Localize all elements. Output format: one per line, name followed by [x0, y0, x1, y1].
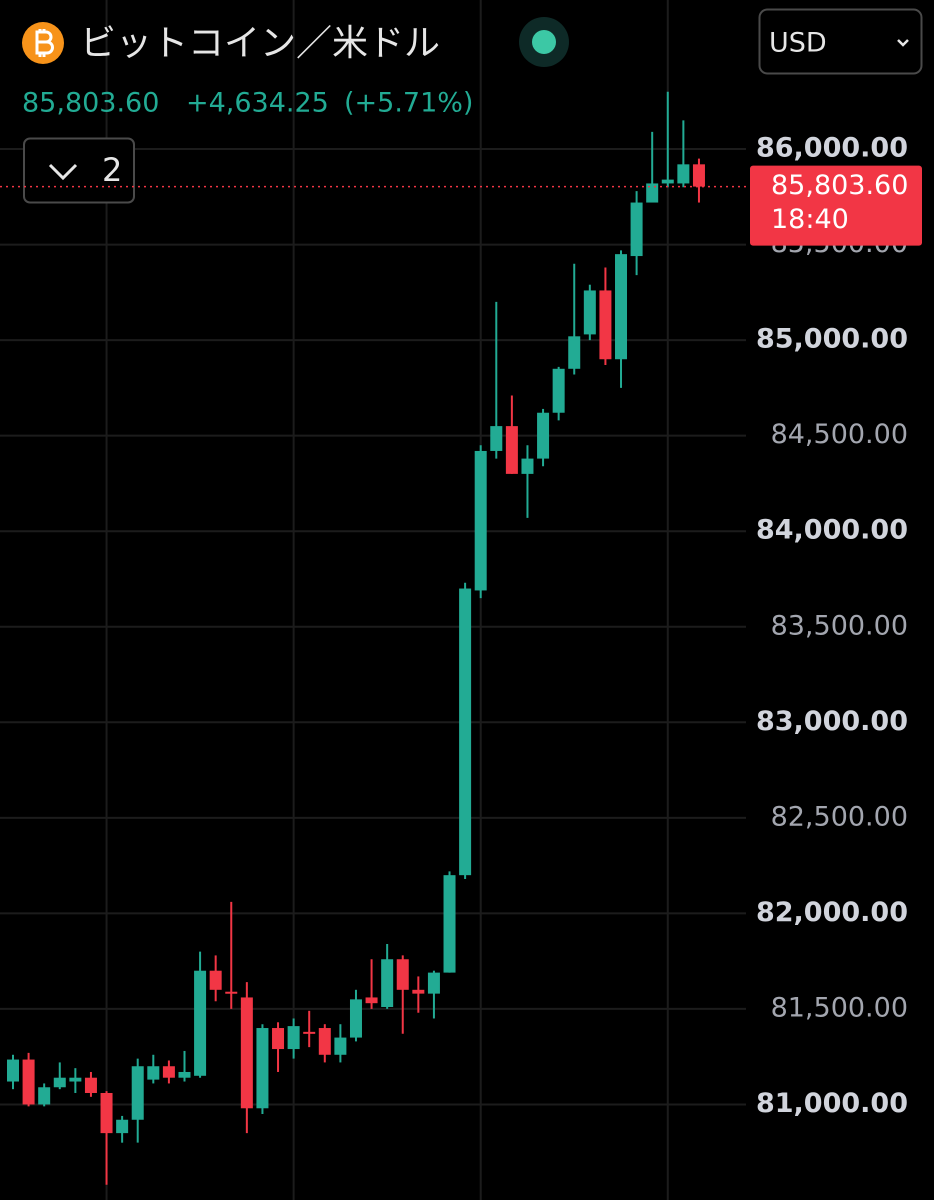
price-change-pct: (+5.71%) [344, 88, 473, 119]
candle-body [661, 179, 674, 184]
candle-body [303, 1031, 316, 1034]
last-price-label: 85,803.60 [771, 170, 908, 201]
grid [0, 0, 746, 1200]
candle-body [646, 183, 659, 203]
candle-body [240, 997, 253, 1109]
candles [7, 91, 705, 1185]
indicator-chevron [48, 163, 78, 181]
dropdown-chevron [897, 39, 909, 47]
candle-body [474, 450, 487, 591]
last-price: 85,803.60 [22, 88, 159, 119]
candle-body [194, 970, 207, 1076]
y-tick-label: 82,500.00 [771, 801, 908, 832]
y-tick-label: 83,500.00 [771, 610, 908, 641]
candle-body [568, 336, 581, 369]
candle-body [69, 1077, 82, 1082]
y-tick-label: 83,000.00 [756, 706, 908, 737]
candle-body [412, 989, 425, 994]
candle-body [116, 1119, 129, 1134]
symbol-title[interactable]: ビットコイン／米ドル [80, 23, 440, 64]
bitcoin-glyph [35, 29, 54, 57]
candle-body [381, 959, 394, 1008]
candle-body [552, 368, 565, 413]
indicator-count[interactable]: 2 [102, 151, 122, 189]
price-axis: 81,000.00 81,500.00 82,000.00 82,500.00 83,0… [756, 133, 908, 1119]
candle-body [84, 1077, 97, 1093]
candle-body [53, 1077, 66, 1088]
candle-body [427, 972, 440, 994]
candle-body [349, 999, 362, 1038]
y-tick-label: 84,500.00 [771, 419, 908, 450]
candle-body [692, 164, 705, 187]
candle-body [365, 997, 378, 1004]
candle-body [318, 1028, 331, 1055]
candle-body [396, 959, 409, 990]
y-tick-label: 86,000.00 [756, 133, 908, 164]
candle-body [7, 1059, 19, 1082]
candle-body [334, 1037, 347, 1055]
currency-dropdown[interactable]: USD [758, 8, 923, 75]
candle-body [490, 426, 503, 451]
last-price-tag [750, 165, 922, 246]
y-tick-label: 84,000.00 [756, 515, 908, 546]
y-tick-label: 85,000.00 [756, 324, 908, 355]
candle-body [583, 290, 596, 335]
candle-body [630, 202, 643, 257]
countdown-label: 18:40 [771, 204, 849, 235]
candle-body [505, 426, 518, 474]
candle-body [225, 991, 238, 994]
price-change: +4,634.25 [186, 88, 329, 119]
candle-body [256, 1028, 269, 1109]
symbol-icon [22, 22, 64, 64]
candle-body [615, 254, 628, 360]
market-status-dot [532, 30, 556, 54]
candle-body [459, 588, 472, 876]
candle-body [677, 164, 690, 184]
dropdown-box[interactable] [758, 8, 923, 75]
y-tick-label: 81,000.00 [756, 1088, 908, 1119]
y-tick-label: 82,000.00 [756, 897, 908, 928]
currency-label[interactable]: USD [769, 28, 827, 59]
candle-body [22, 1059, 35, 1105]
candle-body [537, 412, 550, 459]
candle-body [599, 290, 612, 360]
indicator-toggle[interactable]: 2 [23, 137, 135, 204]
candle-body [443, 875, 456, 973]
indicator-box[interactable] [23, 137, 135, 204]
candle-body [38, 1087, 51, 1105]
candle-body [131, 1066, 144, 1120]
candle-body [147, 1066, 160, 1080]
y-tick-label: 81,500.00 [771, 992, 908, 1023]
candle-body [272, 1028, 285, 1050]
candle-body [209, 970, 222, 990]
candle-body [162, 1066, 175, 1078]
candle-body [521, 458, 534, 474]
candle-body [287, 1026, 300, 1050]
candle-body [178, 1071, 191, 1078]
candle-body [100, 1092, 113, 1134]
